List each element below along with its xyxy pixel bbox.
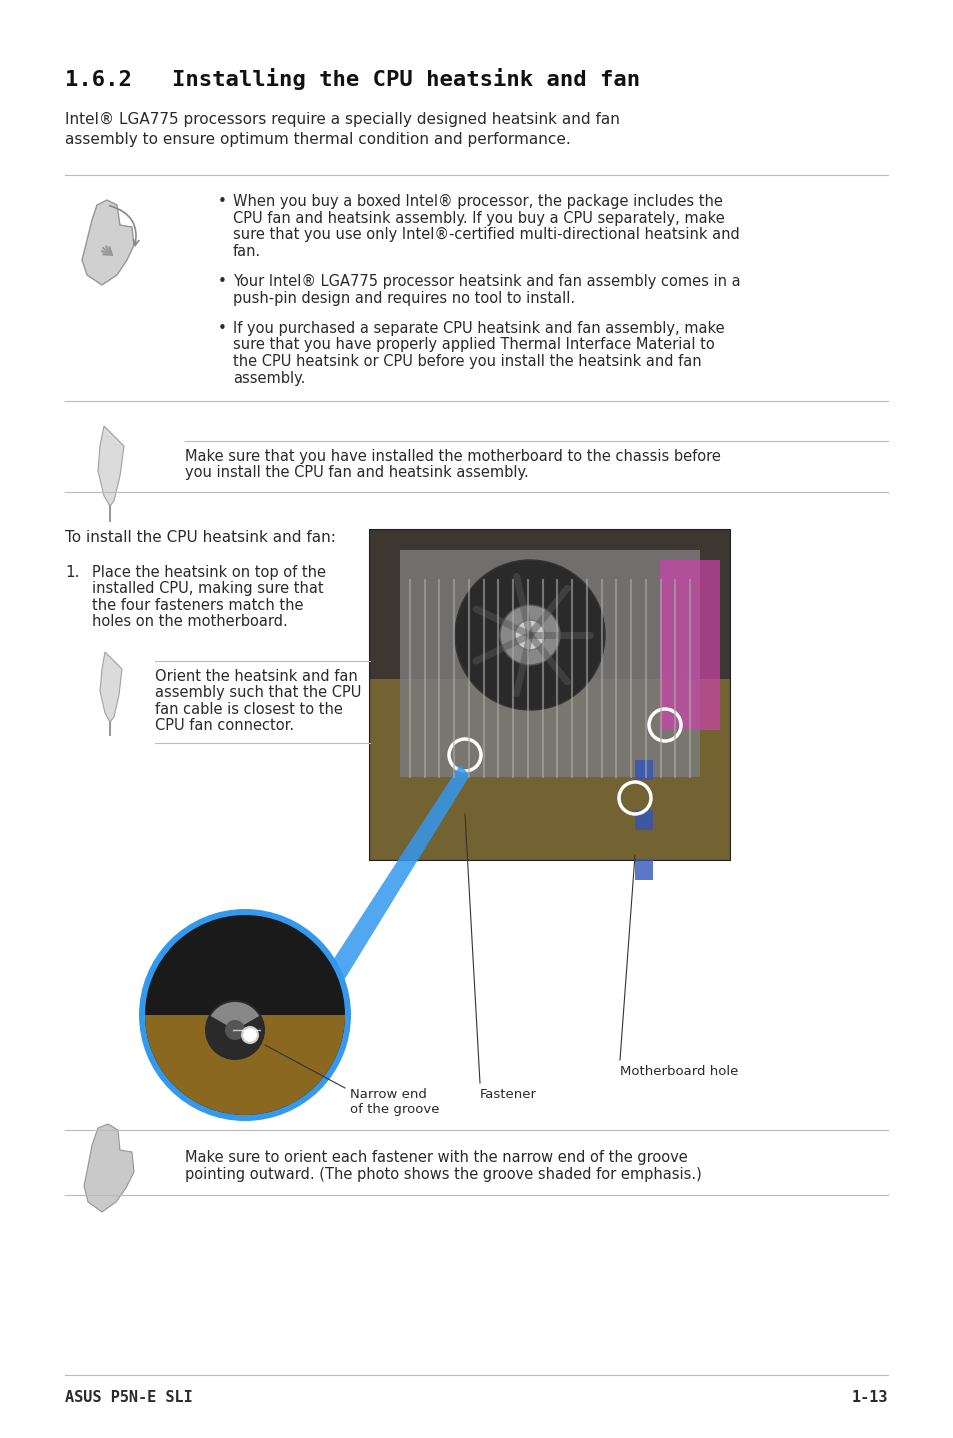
Text: Orient the heatsink and fan: Orient the heatsink and fan bbox=[154, 669, 357, 684]
Circle shape bbox=[515, 620, 544, 650]
Text: •: • bbox=[218, 275, 227, 289]
Text: sure that you use only Intel®-certified multi-directional heatsink and: sure that you use only Intel®-certified … bbox=[233, 227, 739, 242]
Circle shape bbox=[145, 915, 345, 1114]
Bar bbox=[370, 531, 729, 860]
Text: of the groove: of the groove bbox=[350, 1103, 439, 1116]
Circle shape bbox=[205, 999, 265, 1060]
Text: pointing outward. (The photo shows the groove shaded for emphasis.): pointing outward. (The photo shows the g… bbox=[185, 1166, 701, 1182]
Bar bbox=[659, 559, 720, 731]
Circle shape bbox=[242, 1027, 257, 1043]
Text: fan.: fan. bbox=[233, 243, 261, 259]
Text: assembly such that the CPU: assembly such that the CPU bbox=[154, 686, 361, 700]
Text: the four fasteners match the: the four fasteners match the bbox=[91, 598, 303, 613]
Text: the CPU heatsink or CPU before you install the heatsink and fan: the CPU heatsink or CPU before you insta… bbox=[233, 354, 700, 370]
Text: ASUS P5N-E SLI: ASUS P5N-E SLI bbox=[65, 1391, 193, 1405]
Polygon shape bbox=[274, 765, 470, 1020]
Bar bbox=[635, 810, 652, 830]
Text: •: • bbox=[218, 321, 227, 336]
Text: 1-13: 1-13 bbox=[851, 1391, 887, 1405]
Text: Intel® LGA775 processors require a specially designed heatsink and fan: Intel® LGA775 processors require a speci… bbox=[65, 112, 619, 127]
Text: fan cable is closest to the: fan cable is closest to the bbox=[154, 702, 342, 718]
Polygon shape bbox=[100, 651, 122, 722]
Bar bbox=[370, 531, 729, 679]
Bar bbox=[635, 761, 652, 779]
Bar bbox=[370, 679, 729, 860]
Polygon shape bbox=[82, 200, 133, 285]
Text: Motherboard hole: Motherboard hole bbox=[619, 1066, 738, 1078]
Circle shape bbox=[139, 909, 351, 1122]
Wedge shape bbox=[211, 1002, 259, 1030]
Text: Make sure to orient each fastener with the narrow end of the groove: Make sure to orient each fastener with t… bbox=[185, 1150, 687, 1165]
Text: Make sure that you have installed the motherboard to the chassis before: Make sure that you have installed the mo… bbox=[185, 449, 720, 464]
Text: you install the CPU fan and heatsink assembly.: you install the CPU fan and heatsink ass… bbox=[185, 466, 528, 480]
Text: push-pin design and requires no tool to install.: push-pin design and requires no tool to … bbox=[233, 290, 575, 305]
Text: assembly.: assembly. bbox=[233, 371, 305, 385]
Circle shape bbox=[499, 605, 559, 664]
Text: •: • bbox=[218, 194, 227, 209]
Text: installed CPU, making sure that: installed CPU, making sure that bbox=[91, 581, 323, 597]
Text: When you buy a boxed Intel® processor, the package includes the: When you buy a boxed Intel® processor, t… bbox=[233, 194, 722, 209]
Text: If you purchased a separate CPU heatsink and fan assembly, make: If you purchased a separate CPU heatsink… bbox=[233, 321, 724, 336]
Circle shape bbox=[455, 559, 604, 710]
Circle shape bbox=[225, 1020, 245, 1040]
Text: 1.: 1. bbox=[65, 565, 79, 580]
Wedge shape bbox=[145, 1015, 345, 1114]
Polygon shape bbox=[84, 1125, 133, 1212]
Bar bbox=[399, 549, 700, 777]
Text: Place the heatsink on top of the: Place the heatsink on top of the bbox=[91, 565, 326, 580]
Bar bbox=[635, 860, 652, 880]
Text: Your Intel® LGA775 processor heatsink and fan assembly comes in a: Your Intel® LGA775 processor heatsink an… bbox=[233, 275, 740, 289]
Text: assembly to ensure optimum thermal condition and performance.: assembly to ensure optimum thermal condi… bbox=[65, 132, 570, 147]
Polygon shape bbox=[98, 426, 124, 506]
Text: sure that you have properly applied Thermal Interface Material to: sure that you have properly applied Ther… bbox=[233, 338, 714, 352]
Text: 1.6.2   Installing the CPU heatsink and fan: 1.6.2 Installing the CPU heatsink and fa… bbox=[65, 68, 639, 91]
Text: CPU fan connector.: CPU fan connector. bbox=[154, 719, 294, 733]
Text: CPU fan and heatsink assembly. If you buy a CPU separately, make: CPU fan and heatsink assembly. If you bu… bbox=[233, 210, 724, 226]
Text: To install the CPU heatsink and fan:: To install the CPU heatsink and fan: bbox=[65, 531, 335, 545]
Text: holes on the motherboard.: holes on the motherboard. bbox=[91, 614, 288, 630]
Text: Fastener: Fastener bbox=[479, 1089, 537, 1102]
Text: Narrow end: Narrow end bbox=[350, 1089, 426, 1102]
